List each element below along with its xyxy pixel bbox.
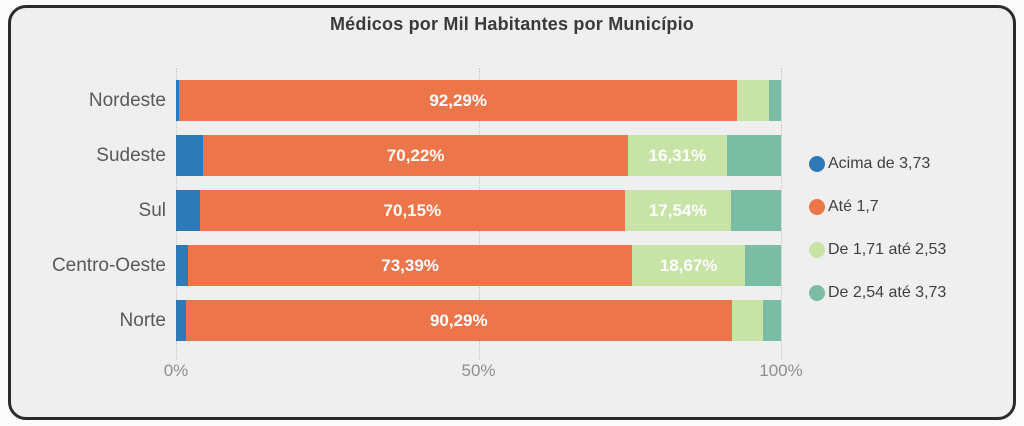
bar-segment[interactable]: 73,39% (188, 245, 633, 286)
legend-label: Até 1,7 (828, 198, 879, 215)
bar-segment[interactable]: 92,29% (179, 80, 738, 121)
legend-label: Acima de 3,73 (828, 155, 931, 172)
category-label: Nordeste (88, 90, 166, 111)
bar-segment[interactable] (731, 300, 764, 341)
stacked-bar: 70,15% 17,54% (176, 190, 781, 231)
bar-row: Sul 70,15% 17,54% (11, 190, 1013, 231)
legend-item[interactable]: De 1,71 até 2,53 (809, 240, 946, 260)
segment-label: 17,54% (648, 200, 707, 220)
legend-item[interactable]: De 2,54 até 3,73 (809, 283, 946, 303)
bar-segment[interactable] (745, 245, 781, 286)
legend-label: De 2,54 até 3,73 (828, 284, 947, 301)
segment-label: 73,39% (381, 255, 439, 275)
stacked-bar: 90,29% (176, 300, 781, 341)
bar-row: Centro-Oeste 73,39% 18,67% (11, 245, 1013, 286)
x-tick-label: 0% (163, 361, 189, 380)
segment-label: 16,31% (648, 145, 707, 165)
plot-area: Nordeste 92,29% Sudeste 70,22% 16,31% Sul 70,1… (11, 8, 1013, 417)
legend-label: De 1,71 até 2,53 (828, 241, 947, 258)
bar-segment[interactable]: 90,29% (185, 300, 732, 341)
bar-segment[interactable]: 16,31% (628, 135, 727, 176)
legend-swatch-icon (809, 242, 825, 258)
bar-segment[interactable] (176, 300, 186, 341)
bar-segment[interactable] (176, 245, 189, 286)
x-tick-label: 100% (759, 361, 803, 380)
bar-segment[interactable] (763, 300, 781, 341)
chart-card: Médicos por Mil Habitantes por Município… (8, 5, 1016, 420)
category-label: Centro-Oeste (51, 255, 166, 276)
bar-segment[interactable]: 70,22% (203, 135, 629, 176)
x-tick-label: 50% (461, 361, 496, 380)
bar-segment[interactable] (768, 80, 781, 121)
segment-label: 70,15% (383, 200, 442, 220)
category-label: Sudeste (96, 145, 166, 166)
legend-swatch-icon (809, 285, 825, 301)
segment-label: 92,29% (429, 90, 488, 110)
bar-segment[interactable] (176, 80, 180, 121)
legend-swatch-icon (809, 156, 825, 172)
bar-segment[interactable] (730, 190, 781, 231)
bar-segment[interactable]: 70,15% (200, 190, 625, 231)
stacked-bar: 73,39% 18,67% (176, 245, 781, 286)
segment-label: 18,67% (659, 255, 718, 275)
bar-segment[interactable] (176, 135, 204, 176)
stacked-bar: 70,22% 16,31% (176, 135, 781, 176)
bar-segment[interactable] (176, 190, 201, 231)
gridline (781, 68, 782, 360)
legend-item[interactable]: Acima de 3,73 (809, 154, 930, 174)
bar-row: Nordeste 92,29% (11, 80, 1013, 121)
category-label: Sul (138, 200, 166, 221)
bar-segment[interactable]: 18,67% (632, 245, 746, 286)
bar-segment[interactable]: 17,54% (624, 190, 731, 231)
chart-title: Médicos por Mil Habitantes por Município (329, 14, 695, 34)
bar-segment[interactable] (737, 80, 769, 121)
segment-label: 90,29% (429, 310, 488, 330)
segment-label: 70,22% (386, 145, 445, 165)
legend-swatch-icon (809, 199, 825, 215)
category-label: Norte (119, 310, 166, 331)
stacked-bar: 92,29% (176, 80, 781, 121)
bar-row: Norte 90,29% (11, 300, 1013, 341)
legend-item[interactable]: Até 1,7 (809, 197, 879, 217)
bar-segment[interactable] (726, 135, 781, 176)
bar-row: Sudeste 70,22% 16,31% (11, 135, 1013, 176)
